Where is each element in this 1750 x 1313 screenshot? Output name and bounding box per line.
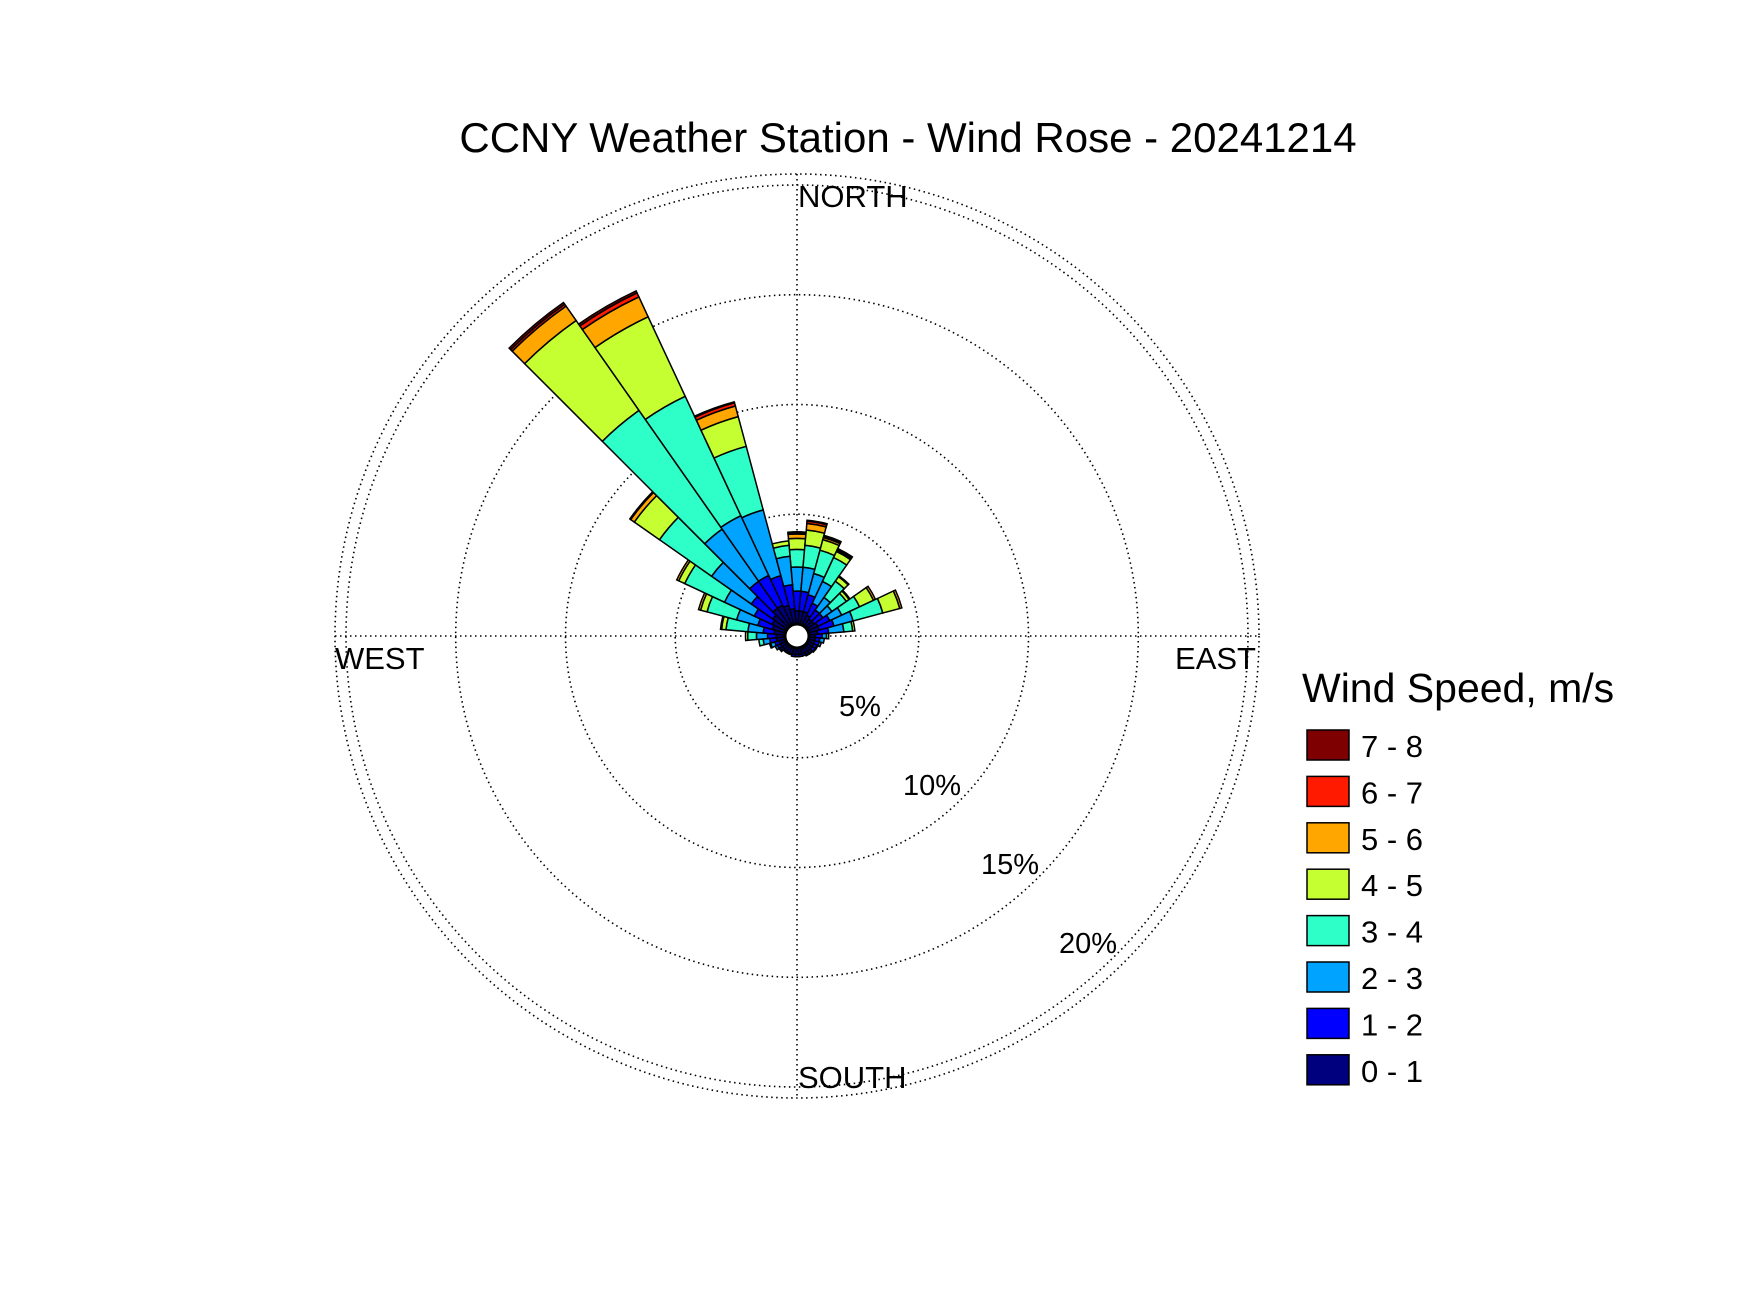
wind-rose-segment [508,301,566,351]
legend-label: 2 - 3 [1361,961,1423,996]
direction-label-south: SOUTH [798,1060,907,1095]
radial-tick-label: 5% [839,691,881,723]
legend-title: Wind Speed, m/s [1302,665,1614,711]
wind-rose-segment [577,289,638,327]
legend-label: 4 - 5 [1361,868,1423,903]
legend-swatch [1306,868,1350,900]
legend: Wind Speed, m/s 7 - 8 6 - 7 5 - 6 4 - 5 3 - … [1302,665,1614,1089]
wind-rose-segment [757,638,766,647]
wind-rose-segment [771,540,790,550]
radial-tick-label: 15% [981,849,1039,881]
legend-swatch [1306,775,1350,808]
radial-tick-label: 10% [903,770,961,802]
wind-rose-segment [744,630,749,642]
wind-rose-segment [806,519,829,526]
legend-label: 0 - 1 [1361,1054,1423,1089]
grid-ring [674,513,920,759]
direction-label-east: EAST [1175,641,1256,676]
wind-rose-segment [787,537,807,551]
wind-rose-segment [850,620,856,632]
wind-rose-segment [822,534,842,544]
direction-label-north: NORTH [798,179,908,214]
legend-swatch [1306,1054,1350,1086]
direction-label-west: WEST [335,641,425,676]
legend-label: 6 - 7 [1361,775,1423,810]
legend-label: 5 - 6 [1361,822,1423,857]
legend-label: 3 - 4 [1361,915,1423,950]
wind-rose-segment [693,400,736,419]
chart-title: CCNY Weather Station - Wind Rose - 20241… [459,114,1356,161]
wind-rose-segment [837,574,850,586]
legend-swatch [1306,729,1350,761]
legend-swatch [1306,961,1350,993]
grid-ring [345,184,1249,1088]
wind-rose-segment [836,547,854,559]
polar-grid [334,173,1260,1099]
radial-tick-label: 20% [1059,928,1117,960]
center-hole [783,622,811,650]
wind-rose-segment [825,632,830,640]
legend-swatch [1306,822,1350,854]
legend-label: 7 - 8 [1361,729,1423,764]
legend-swatch [1306,1007,1350,1040]
legend-swatch [1306,914,1350,947]
wind-rose-segment [788,548,806,569]
wind-rose-segment [892,589,903,610]
grid-ring [454,293,1140,979]
wind-rose-segment [787,531,807,535]
legend-label: 1 - 2 [1361,1007,1423,1042]
